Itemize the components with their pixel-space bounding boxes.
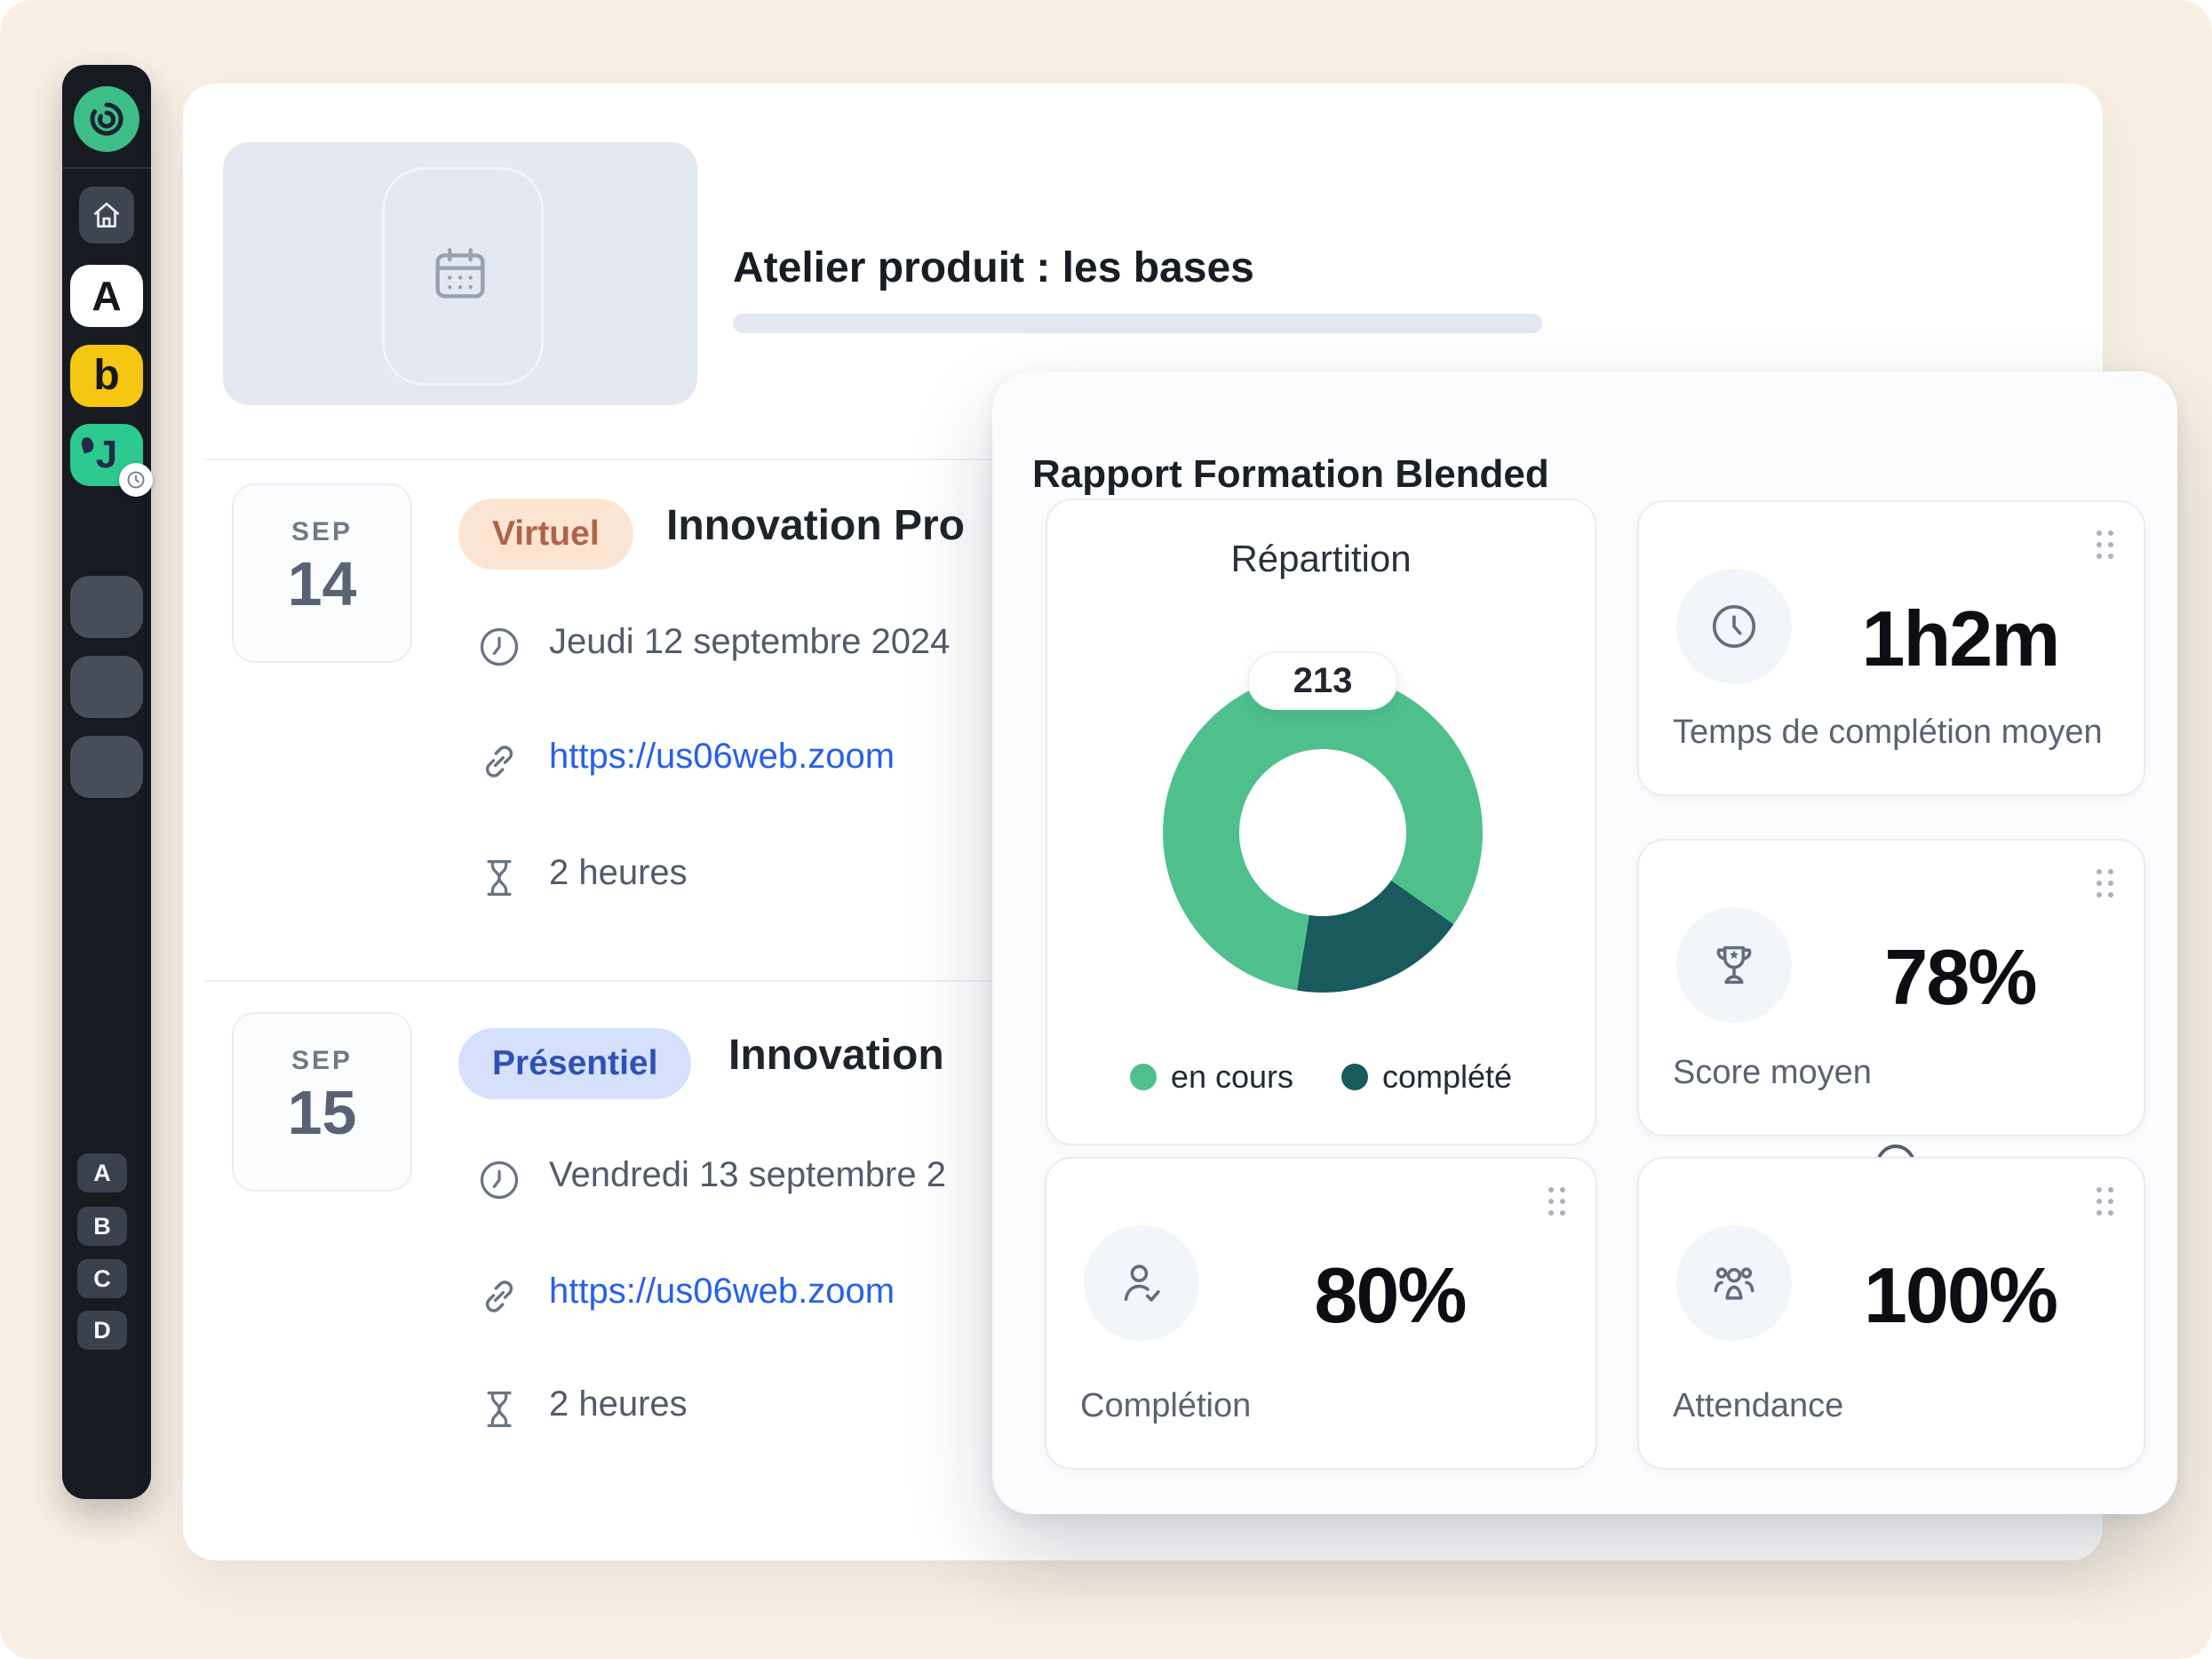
drag-handle-icon[interactable] [2097, 530, 2113, 559]
clock-icon [476, 1157, 522, 1203]
stat-label: Complétion [1080, 1387, 1252, 1424]
swirl-icon [90, 102, 123, 136]
event-date-card: SEP 15 [232, 1012, 412, 1192]
sidebar: A b J A B C D [62, 65, 153, 1499]
sidebar-item-workspace-a[interactable]: A [70, 265, 143, 327]
sidebar-footer-c[interactable]: C [77, 1259, 127, 1298]
link-icon [476, 1273, 522, 1320]
people-group-icon [1676, 1225, 1792, 1341]
sidebar-item-app-yellow[interactable]: b [70, 345, 143, 407]
event-date-card: SEP 14 [232, 483, 412, 663]
stat-value: 78% [1884, 933, 2037, 1021]
hourglass-icon [476, 855, 522, 901]
sidebar-footer-b[interactable]: B [77, 1207, 127, 1246]
stat-label: Score moyen [1673, 1054, 1872, 1091]
page-title: Atelier produit : les bases [733, 244, 1254, 292]
event-day: 15 [287, 1078, 357, 1147]
stat-card-completion: 80% Complétion [1045, 1157, 1597, 1470]
event-zoom-link[interactable]: https://us06web.zoom [549, 1272, 895, 1311]
sidebar-item-placeholder-1[interactable] [70, 576, 143, 638]
stat-label: Attendance [1673, 1387, 1844, 1424]
stat-card-attendance: 100% Attendance [1637, 1157, 2145, 1470]
drag-handle-icon[interactable] [2097, 869, 2113, 897]
sidebar-item-placeholder-2[interactable] [70, 656, 143, 718]
app-yellow-logo: b [93, 352, 120, 399]
person-check-icon [1084, 1225, 1199, 1341]
sidebar-item-placeholder-3[interactable] [70, 736, 143, 798]
event-date-text: Vendredi 13 septembre 2 [549, 1155, 946, 1194]
stat-card-completion-time: 1h2m Temps de complétion moyen [1637, 500, 2145, 796]
donut-chart [1163, 673, 1483, 993]
stat-value: 80% [1314, 1251, 1467, 1339]
event-duration-text: 2 heures [549, 853, 688, 892]
stat-value: 1h2m [1861, 594, 2061, 682]
donut-hole [1239, 749, 1406, 916]
stat-value: 100% [1863, 1251, 2058, 1339]
repartition-widget: Répartition 213 en cours complété [1046, 498, 1596, 1145]
legend-item-en-cours: en cours [1129, 1058, 1293, 1096]
drag-handle-icon[interactable] [2097, 1187, 2113, 1216]
event-zoom-link[interactable]: https://us06web.zoom [549, 737, 895, 776]
event-date-text: Jeudi 12 septembre 2024 [549, 622, 951, 661]
clock-icon [476, 624, 522, 670]
sidebar-footer-d[interactable]: D [77, 1311, 127, 1350]
event-title: Innovation [728, 1032, 944, 1079]
event-duration-text: 2 heures [549, 1384, 688, 1424]
course-banner [223, 142, 697, 405]
event-day: 14 [287, 549, 357, 618]
sidebar-item-home[interactable] [79, 187, 134, 243]
repartition-title: Répartition [1230, 538, 1412, 579]
stat-card-average-score: 78% Score moyen [1637, 839, 2145, 1137]
donut-total-badge: 213 [1247, 651, 1398, 710]
event-month: SEP [290, 517, 354, 546]
workspace-a-label: A [92, 273, 122, 319]
title-underline-bar [733, 314, 1542, 333]
home-icon [93, 202, 120, 228]
event-title: Innovation Pro [666, 502, 965, 549]
legend-dot-en-cours [1129, 1064, 1157, 1090]
banner-watermark [382, 167, 544, 386]
sidebar-footer-a[interactable]: A [77, 1153, 127, 1192]
app-green-logo: J [79, 435, 117, 475]
donut-legend: en cours complété [1047, 1058, 1595, 1096]
hourglass-icon [476, 1386, 522, 1432]
link-icon [476, 738, 522, 785]
report-panel: Rapport Formation Blended Répartition 21… [992, 371, 2177, 1514]
trophy-icon [1676, 907, 1792, 1023]
stat-label: Temps de complétion moyen [1673, 714, 2103, 751]
brand-swirl-logo[interactable] [74, 86, 139, 152]
calendar-icon [426, 240, 494, 307]
clock-icon [1676, 569, 1792, 684]
legend-dot-complete [1341, 1064, 1368, 1090]
report-title: Rapport Formation Blended [1032, 451, 1549, 496]
sidebar-item-app-green[interactable]: J [70, 424, 153, 497]
event-type-badge: Présentiel [458, 1028, 692, 1099]
sidebar-divider [62, 167, 151, 169]
drag-handle-icon[interactable] [1548, 1187, 1565, 1216]
legend-item-complete: complété [1341, 1058, 1512, 1096]
event-type-badge: Virtuel [458, 498, 633, 570]
event-month: SEP [290, 1046, 354, 1075]
clock-badge-icon [119, 463, 153, 497]
